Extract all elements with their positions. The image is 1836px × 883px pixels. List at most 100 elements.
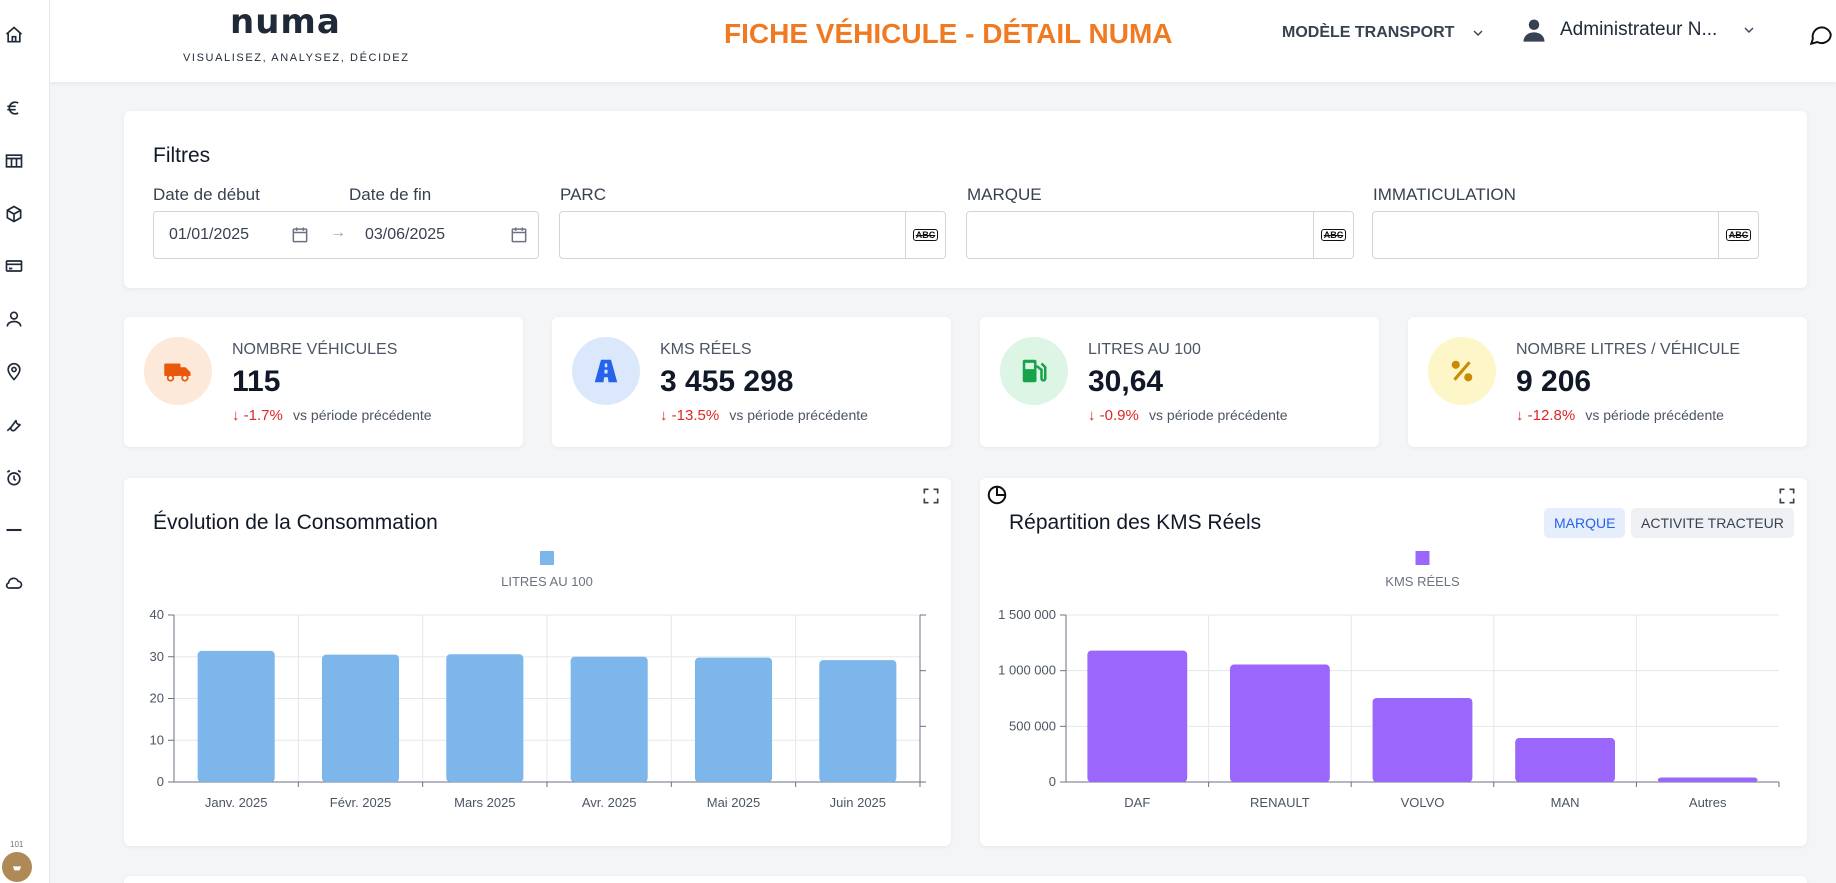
y-tick-label: 1 500 000 xyxy=(998,607,1056,622)
text-mode-icon[interactable]: ABC xyxy=(1718,212,1758,258)
chevron-down-icon xyxy=(1744,27,1754,33)
cube-icon[interactable] xyxy=(0,200,28,228)
calendar-icon[interactable] xyxy=(509,225,529,245)
top-header: numa VISUALISEZ, ANALYSEZ, DÉCIDEZ FICHE… xyxy=(50,0,1836,82)
user-icon[interactable] xyxy=(0,305,28,333)
kpi-compare-text: vs période précédente xyxy=(1149,407,1288,423)
calendar-icon[interactable] xyxy=(290,225,310,245)
expand-icon[interactable] xyxy=(921,486,941,506)
kpi-card-litres-vehicle: NOMBRE LITRES / VÉHICULE 9 206 ↓ -12.8% … xyxy=(1408,317,1807,447)
legend-label: LITRES AU 100 xyxy=(501,574,593,589)
logo[interactable]: numa VISUALISEZ, ANALYSEZ, DÉCIDEZ xyxy=(178,0,438,82)
table-icon[interactable] xyxy=(0,147,28,175)
chip-activite-tracteur[interactable]: ACTIVITE TRACTEUR xyxy=(1631,508,1794,538)
legend-swatch xyxy=(1415,551,1430,565)
kpi-trend-value: -0.9% xyxy=(1099,407,1139,424)
road-icon xyxy=(594,359,618,383)
y-tick-label: 1 000 000 xyxy=(998,663,1056,678)
chat-icon[interactable] xyxy=(1808,22,1836,50)
end-date-label: Date de fin xyxy=(349,185,432,204)
credit-card-icon[interactable] xyxy=(0,252,28,280)
parc-label: PARC xyxy=(560,185,606,204)
sidebar: 101 xyxy=(0,0,50,883)
kms-bar-chart: KMS RÉELS 0 500 000 1 000 000 1 500 000 DAF RE… xyxy=(998,551,1780,810)
kpi-compare-text: vs période précédente xyxy=(293,407,432,423)
alarm-clock-icon[interactable] xyxy=(0,464,28,492)
start-date-field[interactable]: 01/01/2025 xyxy=(169,226,250,243)
text-mode-icon[interactable]: ABC xyxy=(1313,212,1353,258)
kpi-value: 115 xyxy=(232,365,281,398)
parc-input[interactable]: ABC xyxy=(559,211,946,259)
bar xyxy=(570,656,648,782)
bar xyxy=(1087,650,1188,782)
consumption-bar-chart: LITRES AU 100 0 10 20 30 40 Janv. 2025 Févr. 20… xyxy=(150,551,926,810)
home-icon[interactable] xyxy=(0,21,28,49)
kpi-card-kms: KMS RÉELS 3 455 298 ↓ -13.5% vs période … xyxy=(552,317,951,447)
kpi-trend: ↓ -13.5% vs période précédente xyxy=(660,407,868,424)
x-tick-label: VOLVO xyxy=(1401,795,1445,810)
kpi-trend: ↓ -1.7% vs période précédente xyxy=(232,407,432,424)
x-tick-label: MAN xyxy=(1551,795,1580,810)
immatriculation-input[interactable]: ABC xyxy=(1372,211,1759,259)
kpi-compare-text: vs période précédente xyxy=(729,407,868,423)
chevron-down-icon xyxy=(1473,30,1483,36)
kpi-value: 3 455 298 xyxy=(660,365,794,398)
filters-title: Filtres xyxy=(153,144,211,167)
y-tick-label: 30 xyxy=(150,649,164,664)
wrench-icon[interactable] xyxy=(0,411,28,439)
kpi-label: NOMBRE LITRES / VÉHICULE xyxy=(1516,341,1741,358)
avatar[interactable] xyxy=(2,852,32,882)
pie-chart-icon[interactable] xyxy=(986,484,1008,506)
x-tick-label: Mars 2025 xyxy=(454,795,515,810)
bar xyxy=(1229,664,1330,782)
kpi-label: KMS RÉELS xyxy=(660,341,752,358)
fuel-pump-icon xyxy=(1022,359,1047,383)
y-tick-label: 500 000 xyxy=(1009,718,1056,733)
truck-icon xyxy=(164,363,191,382)
kpi-icon-circle xyxy=(572,337,640,405)
x-tick-label: Mai 2025 xyxy=(707,795,760,810)
marque-label: MARQUE xyxy=(967,185,1042,204)
consumption-chart-card: LITRES AU 100 0 10 20 30 40 Janv. 2025 Févr. 20… xyxy=(124,478,951,846)
bar xyxy=(694,657,773,782)
bar xyxy=(819,660,897,782)
chip-marque[interactable]: MARQUE xyxy=(1544,508,1626,538)
page-title: FICHE VÉHICULE - DÉTAIL NUMA xyxy=(724,18,1173,49)
bar xyxy=(1515,738,1616,782)
chart-title: Répartition des KMS Réels xyxy=(1009,511,1262,534)
x-tick-label: Janv. 2025 xyxy=(205,795,268,810)
cloud-icon[interactable] xyxy=(0,569,28,597)
kpi-icon-circle xyxy=(144,337,212,405)
legend-label: KMS RÉELS xyxy=(1385,574,1460,589)
y-tick-label: 40 xyxy=(150,607,164,622)
user-menu[interactable]: Administrateur N... xyxy=(1520,16,1757,44)
y-tick-label: 0 xyxy=(157,774,164,789)
date-range-picker[interactable]: 01/01/2025 → 03/06/2025 xyxy=(153,211,539,259)
kpi-icon-circle xyxy=(1000,337,1068,405)
kpi-card-vehicles: NOMBRE VÉHICULES 115 ↓ -1.7% vs période … xyxy=(124,317,523,447)
minus-icon[interactable] xyxy=(0,516,28,544)
x-tick-label: Avr. 2025 xyxy=(582,795,637,810)
kpi-trend-value: -13.5% xyxy=(671,407,720,424)
kms-distribution-chart-card: KMS RÉELS 0 500 000 1 000 000 1 500 000 DAF RE… xyxy=(980,478,1807,846)
x-tick-label: RENAULT xyxy=(1250,795,1310,810)
expand-icon[interactable] xyxy=(1777,486,1797,506)
bar xyxy=(197,650,275,782)
text-mode-icon[interactable]: ABC xyxy=(905,212,945,258)
x-tick-label: Autres xyxy=(1689,795,1727,810)
trend-arrow-icon: ↓ xyxy=(232,407,240,424)
kpi-icon-circle xyxy=(1428,337,1496,405)
trend-arrow-icon: ↓ xyxy=(1516,407,1524,424)
model-select[interactable]: MODÈLE TRANSPORT xyxy=(1282,24,1486,42)
x-tick-label: Févr. 2025 xyxy=(330,795,391,810)
y-tick-label: 10 xyxy=(150,732,164,747)
kpi-value: 30,64 xyxy=(1088,365,1164,398)
end-date-field[interactable]: 03/06/2025 xyxy=(365,226,446,243)
chart-title: Évolution de la Consommation xyxy=(153,511,438,534)
location-pin-icon[interactable] xyxy=(0,358,28,386)
kpi-label: NOMBRE VÉHICULES xyxy=(232,341,398,358)
legend-swatch xyxy=(540,551,554,565)
euro-icon[interactable] xyxy=(0,94,28,122)
x-tick-label: Juin 2025 xyxy=(830,795,886,810)
marque-input[interactable]: ABC xyxy=(966,211,1354,259)
